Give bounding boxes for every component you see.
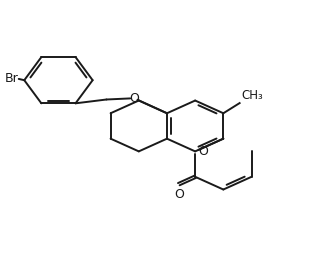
Text: O: O bbox=[174, 188, 184, 201]
Text: O: O bbox=[129, 92, 139, 105]
Text: CH₃: CH₃ bbox=[241, 89, 263, 102]
Text: O: O bbox=[198, 145, 208, 158]
Text: Br: Br bbox=[5, 72, 18, 85]
